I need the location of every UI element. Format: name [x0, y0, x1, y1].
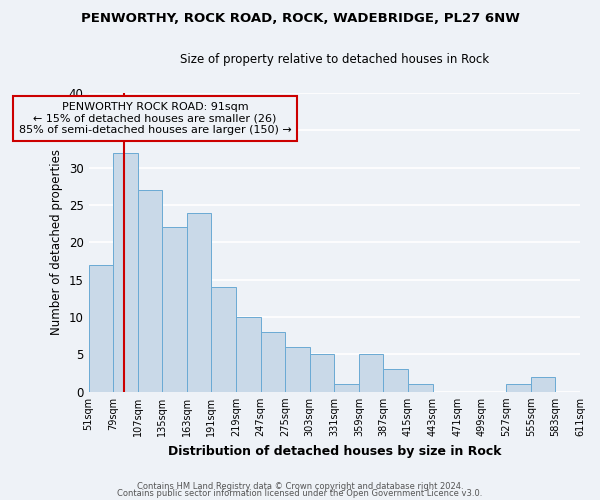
Text: PENWORTHY ROCK ROAD: 91sqm
← 15% of detached houses are smaller (26)
85% of semi: PENWORTHY ROCK ROAD: 91sqm ← 15% of deta… [19, 102, 292, 135]
Bar [531, 377, 556, 392]
Bar [113, 153, 138, 392]
Y-axis label: Number of detached properties: Number of detached properties [50, 150, 64, 336]
Bar [187, 212, 211, 392]
Bar [163, 228, 187, 392]
Bar [359, 354, 383, 392]
Bar [138, 190, 163, 392]
Bar [89, 265, 113, 392]
X-axis label: Distribution of detached houses by size in Rock: Distribution of detached houses by size … [167, 444, 501, 458]
Text: Contains public sector information licensed under the Open Government Licence v3: Contains public sector information licen… [118, 490, 482, 498]
Bar [334, 384, 359, 392]
Bar [211, 287, 236, 392]
Bar [260, 332, 285, 392]
Bar [506, 384, 531, 392]
Bar [285, 347, 310, 392]
Bar [383, 370, 408, 392]
Bar [236, 317, 260, 392]
Title: Size of property relative to detached houses in Rock: Size of property relative to detached ho… [180, 52, 489, 66]
Bar [310, 354, 334, 392]
Text: Contains HM Land Registry data © Crown copyright and database right 2024.: Contains HM Land Registry data © Crown c… [137, 482, 463, 491]
Bar [408, 384, 433, 392]
Text: PENWORTHY, ROCK ROAD, ROCK, WADEBRIDGE, PL27 6NW: PENWORTHY, ROCK ROAD, ROCK, WADEBRIDGE, … [80, 12, 520, 26]
